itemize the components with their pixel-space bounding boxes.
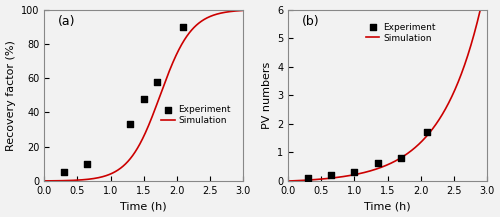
- Simulation: [235, 10, 241, 12]
- Legend: Experiment, Simulation: Experiment, Simulation: [362, 19, 439, 46]
- Y-axis label: Recovery factor (%): Recovery factor (%): [6, 40, 16, 151]
- Simulation: [381, 165, 387, 168]
- Experiment: [84, 162, 92, 166]
- Experiment: [304, 176, 312, 179]
- Simulation: [404, 153, 409, 156]
- Experiment: [60, 171, 68, 174]
- Experiment: [180, 25, 188, 28]
- Simulation: [479, 1, 485, 3]
- X-axis label: Time (h): Time (h): [120, 201, 167, 211]
- Simulation: [286, 180, 292, 182]
- Experiment: [424, 131, 432, 134]
- Simulation: [42, 180, 48, 182]
- Simulation: [136, 145, 141, 148]
- Experiment: [126, 123, 134, 126]
- Experiment: [397, 156, 405, 159]
- Text: (a): (a): [58, 15, 76, 28]
- Experiment: [153, 80, 161, 83]
- Simulation: [448, 97, 454, 99]
- Simulation: [149, 116, 155, 119]
- X-axis label: Time (h): Time (h): [364, 201, 411, 211]
- Experiment: [328, 174, 336, 177]
- Simulation: [160, 88, 166, 90]
- Experiment: [374, 162, 382, 165]
- Simulation: [204, 16, 210, 19]
- Experiment: [140, 97, 147, 100]
- Y-axis label: PV numbers: PV numbers: [262, 62, 272, 129]
- Simulation: [380, 166, 386, 168]
- Simulation: [240, 9, 246, 12]
- Line: Simulation: Simulation: [288, 0, 487, 181]
- Legend: Experiment, Simulation: Experiment, Simulation: [158, 102, 234, 128]
- Simulation: [392, 159, 398, 162]
- Text: (b): (b): [302, 15, 320, 28]
- Simulation: [137, 143, 143, 145]
- Line: Simulation: Simulation: [44, 10, 243, 181]
- Experiment: [350, 170, 358, 173]
